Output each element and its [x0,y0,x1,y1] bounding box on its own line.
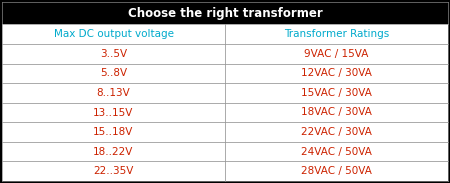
Text: 24VAC / 50VA: 24VAC / 50VA [301,147,372,157]
Text: 22VAC / 30VA: 22VAC / 30VA [301,127,372,137]
Text: 28VAC / 50VA: 28VAC / 50VA [301,166,372,176]
Text: Choose the right transformer: Choose the right transformer [128,7,322,20]
Text: 13..15V: 13..15V [93,107,134,117]
Text: 15VAC / 30VA: 15VAC / 30VA [301,88,372,98]
Text: 3..5V: 3..5V [100,49,127,59]
Text: 12VAC / 30VA: 12VAC / 30VA [301,68,372,78]
Text: 22..35V: 22..35V [93,166,134,176]
Text: 9VAC / 15VA: 9VAC / 15VA [304,49,369,59]
Text: 15..18V: 15..18V [93,127,134,137]
Text: Max DC output voltage: Max DC output voltage [54,29,174,39]
Text: 5..8V: 5..8V [100,68,127,78]
Text: 18VAC / 30VA: 18VAC / 30VA [301,107,372,117]
Text: 8..13V: 8..13V [97,88,130,98]
Text: Transformer Ratings: Transformer Ratings [284,29,389,39]
Text: 18..22V: 18..22V [93,147,134,157]
